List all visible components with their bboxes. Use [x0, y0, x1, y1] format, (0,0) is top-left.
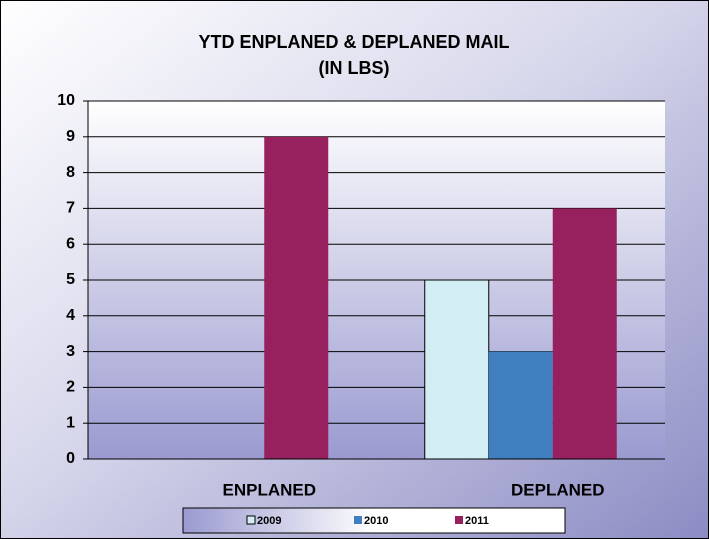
chart-subtitle: (IN LBS): [319, 58, 390, 78]
y-tick-label: 3: [66, 343, 75, 360]
y-tick-label: 8: [66, 164, 75, 181]
bar: [264, 136, 329, 460]
y-tick-label: 10: [57, 92, 75, 109]
y-tick-label: 7: [66, 200, 75, 217]
legend-swatch: [246, 515, 256, 525]
legend-label: 2009: [257, 515, 281, 527]
legend-swatch: [354, 516, 362, 524]
y-tick-label: 1: [66, 414, 75, 431]
legend-label: 2011: [465, 515, 489, 527]
y-tick-label: 9: [66, 128, 75, 145]
y-tick-label: 4: [66, 307, 75, 324]
x-tick-label: DEPLANED: [511, 480, 605, 499]
bar: [488, 351, 553, 459]
y-tick-label: 6: [66, 235, 75, 252]
x-tick-label: ENPLANED: [222, 480, 316, 499]
legend-label: 2010: [364, 515, 388, 527]
y-tick-label: 5: [66, 271, 75, 288]
y-tick-label: 2: [66, 379, 75, 396]
chart-title: YTD ENPLANED & DEPLANED MAIL: [198, 32, 509, 52]
legend-swatch: [455, 516, 463, 524]
y-tick-label: 0: [66, 450, 75, 467]
bar: [424, 279, 490, 460]
bar: [552, 208, 617, 459]
